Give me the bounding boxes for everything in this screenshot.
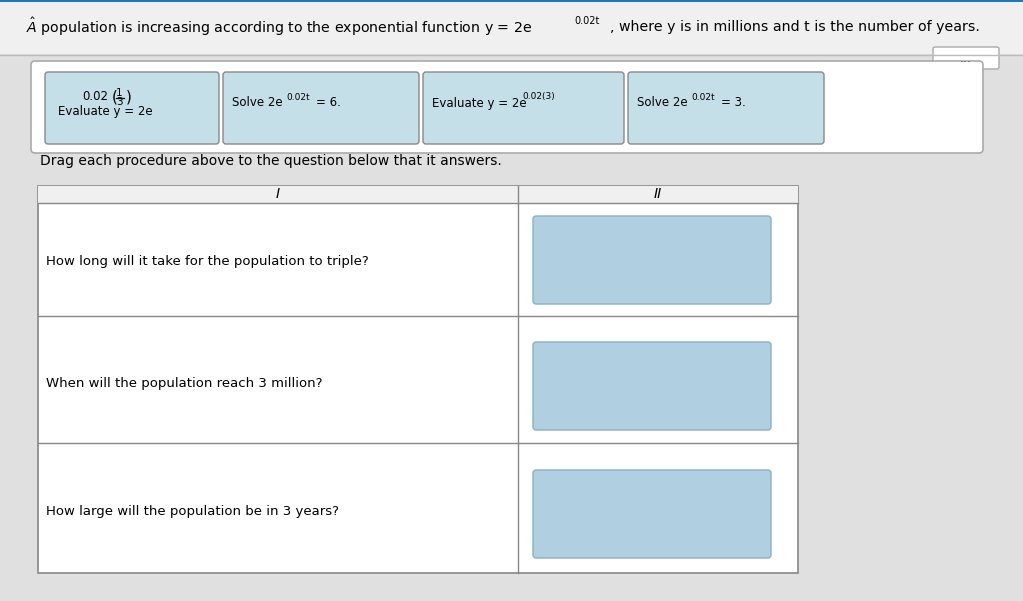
FancyBboxPatch shape — [422, 72, 624, 144]
FancyBboxPatch shape — [45, 72, 219, 144]
Text: 0.02: 0.02 — [82, 91, 108, 103]
FancyBboxPatch shape — [223, 72, 419, 144]
Bar — [38, 186, 798, 573]
Text: , where y is in millions and t is the number of years.: , where y is in millions and t is the nu… — [610, 20, 980, 34]
Text: (: ( — [112, 90, 118, 105]
Text: Evaluate y = 2e: Evaluate y = 2e — [432, 97, 527, 109]
Text: Solve 2e: Solve 2e — [232, 97, 282, 109]
Text: How long will it take for the population to triple?: How long will it take for the population… — [46, 254, 368, 267]
Text: 3: 3 — [116, 97, 123, 107]
FancyBboxPatch shape — [933, 47, 999, 69]
Text: How large will the population be in 3 years?: How large will the population be in 3 ye… — [46, 504, 339, 517]
Text: When will the population reach 3 million?: When will the population reach 3 million… — [46, 376, 322, 389]
FancyBboxPatch shape — [628, 72, 824, 144]
Text: 0.02t: 0.02t — [691, 93, 715, 102]
Text: 0.02t: 0.02t — [574, 16, 599, 26]
Text: = 6.: = 6. — [316, 97, 341, 109]
FancyBboxPatch shape — [31, 61, 983, 153]
FancyBboxPatch shape — [533, 216, 771, 304]
Bar — [0, 0, 1023, 29]
Text: $\hat{A}$ population is increasing according to the exponential function y = 2e: $\hat{A}$ population is increasing accor… — [26, 16, 532, 38]
FancyBboxPatch shape — [533, 342, 771, 430]
Text: ...: ... — [960, 52, 972, 64]
Text: Drag each procedure above to the question below that it answers.: Drag each procedure above to the questio… — [40, 154, 501, 168]
Text: = 3.: = 3. — [721, 97, 746, 109]
FancyBboxPatch shape — [533, 470, 771, 558]
Text: II: II — [654, 188, 662, 201]
Text: Solve 2e: Solve 2e — [637, 97, 687, 109]
Bar — [0, 2, 1023, 54]
Text: 1: 1 — [116, 88, 123, 98]
Bar — [38, 186, 798, 203]
Text: 0.02t: 0.02t — [286, 93, 310, 102]
Text: 0.02(3): 0.02(3) — [522, 93, 554, 102]
Text: ): ) — [126, 90, 132, 105]
Text: Evaluate y = 2e: Evaluate y = 2e — [58, 105, 152, 118]
Text: I: I — [276, 188, 280, 201]
